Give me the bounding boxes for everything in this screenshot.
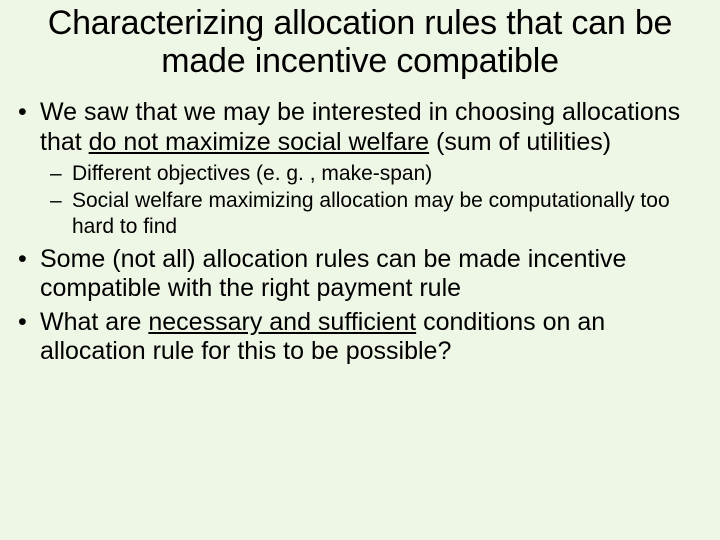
bullet-text-prefix: Some (not all) allocation rules can be m… [40,245,626,303]
sub-bullet-item: Different objectives (e. g. , make-span) [72,161,704,186]
bullet-item: We saw that we may be interested in choo… [40,98,704,239]
bullet-list: We saw that we may be interested in choo… [6,98,714,367]
bullet-text-underlined: do not maximize social welfare [89,128,429,156]
slide: Characterizing allocation rules that can… [0,0,720,540]
bullet-text-underlined: necessary and sufficient [148,308,416,336]
bullet-item: What are necessary and sufficient condit… [40,308,704,367]
bullet-text-suffix: (sum of utilities) [429,128,611,156]
slide-title: Characterizing allocation rules that can… [6,4,714,80]
bullet-text-prefix: What are [40,308,148,336]
sub-bullet-item: Social welfare maximizing allocation may… [72,188,704,238]
sub-bullet-list: Different objectives (e. g. , make-span)… [40,161,704,239]
bullet-item: Some (not all) allocation rules can be m… [40,245,704,304]
